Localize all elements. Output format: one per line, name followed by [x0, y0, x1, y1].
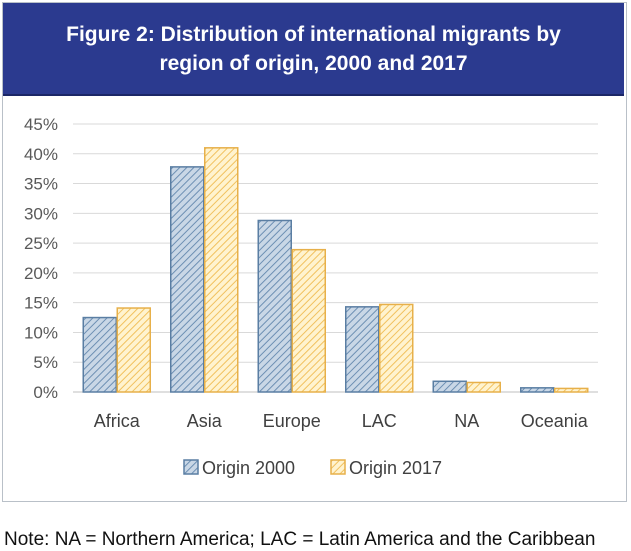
- y-tick-label: 0%: [33, 383, 58, 402]
- bar-lac-origin-2017: [379, 303, 414, 393]
- bar-na-origin-2017: [466, 381, 501, 393]
- bar-africa-origin-2000: [82, 316, 117, 393]
- y-tick-label: 25%: [24, 234, 58, 253]
- bar-europe-origin-2000: [257, 219, 292, 393]
- y-tick-label: 35%: [24, 175, 58, 194]
- x-axis-ticks: Africa Asia Europe LAC NA Oceania: [94, 411, 589, 431]
- y-tick-label: 5%: [33, 353, 58, 372]
- bar-asia-origin-2017: [204, 147, 239, 393]
- chart-title: Figure 2: Distribution of international …: [66, 22, 561, 75]
- x-tick-label: Asia: [187, 411, 223, 431]
- legend-label: Origin 2000: [202, 458, 295, 478]
- footnote: Note: NA = Northern America; LAC = Latin…: [4, 529, 596, 550]
- legend-swatch: [330, 459, 346, 475]
- y-tick-label: 10%: [24, 323, 58, 342]
- y-tick-label: 40%: [24, 145, 58, 164]
- bar-asia-origin-2000: [170, 166, 205, 393]
- y-tick-label: 30%: [24, 204, 58, 223]
- gridlines: [73, 123, 598, 393]
- bar-africa-origin-2017: [116, 307, 151, 393]
- x-tick-label: Africa: [94, 411, 141, 431]
- x-tick-label: NA: [454, 411, 479, 431]
- x-tick-label: Europe: [263, 411, 321, 431]
- title-banner: Figure 2: Distribution of international …: [3, 3, 624, 96]
- bar-oceania-origin-2000: [520, 387, 555, 393]
- bar-na-origin-2000: [432, 380, 467, 393]
- legend: Origin 2000 Origin 2017: [183, 458, 442, 478]
- y-tick-label: 20%: [24, 264, 58, 283]
- y-tick-label: 15%: [24, 294, 58, 313]
- x-tick-label: Oceania: [521, 411, 589, 431]
- y-axis-ticks: 0% 5% 10% 15% 20% 25% 30% 35% 40% 45%: [24, 115, 58, 402]
- legend-label: Origin 2017: [349, 458, 442, 478]
- x-tick-label: LAC: [362, 411, 397, 431]
- legend-swatch: [183, 459, 199, 475]
- y-tick-label: 45%: [24, 115, 58, 134]
- bar-oceania-origin-2017: [554, 387, 589, 393]
- bar-europe-origin-2017: [291, 248, 326, 393]
- bars: [82, 147, 589, 393]
- bar-lac-origin-2000: [345, 306, 380, 393]
